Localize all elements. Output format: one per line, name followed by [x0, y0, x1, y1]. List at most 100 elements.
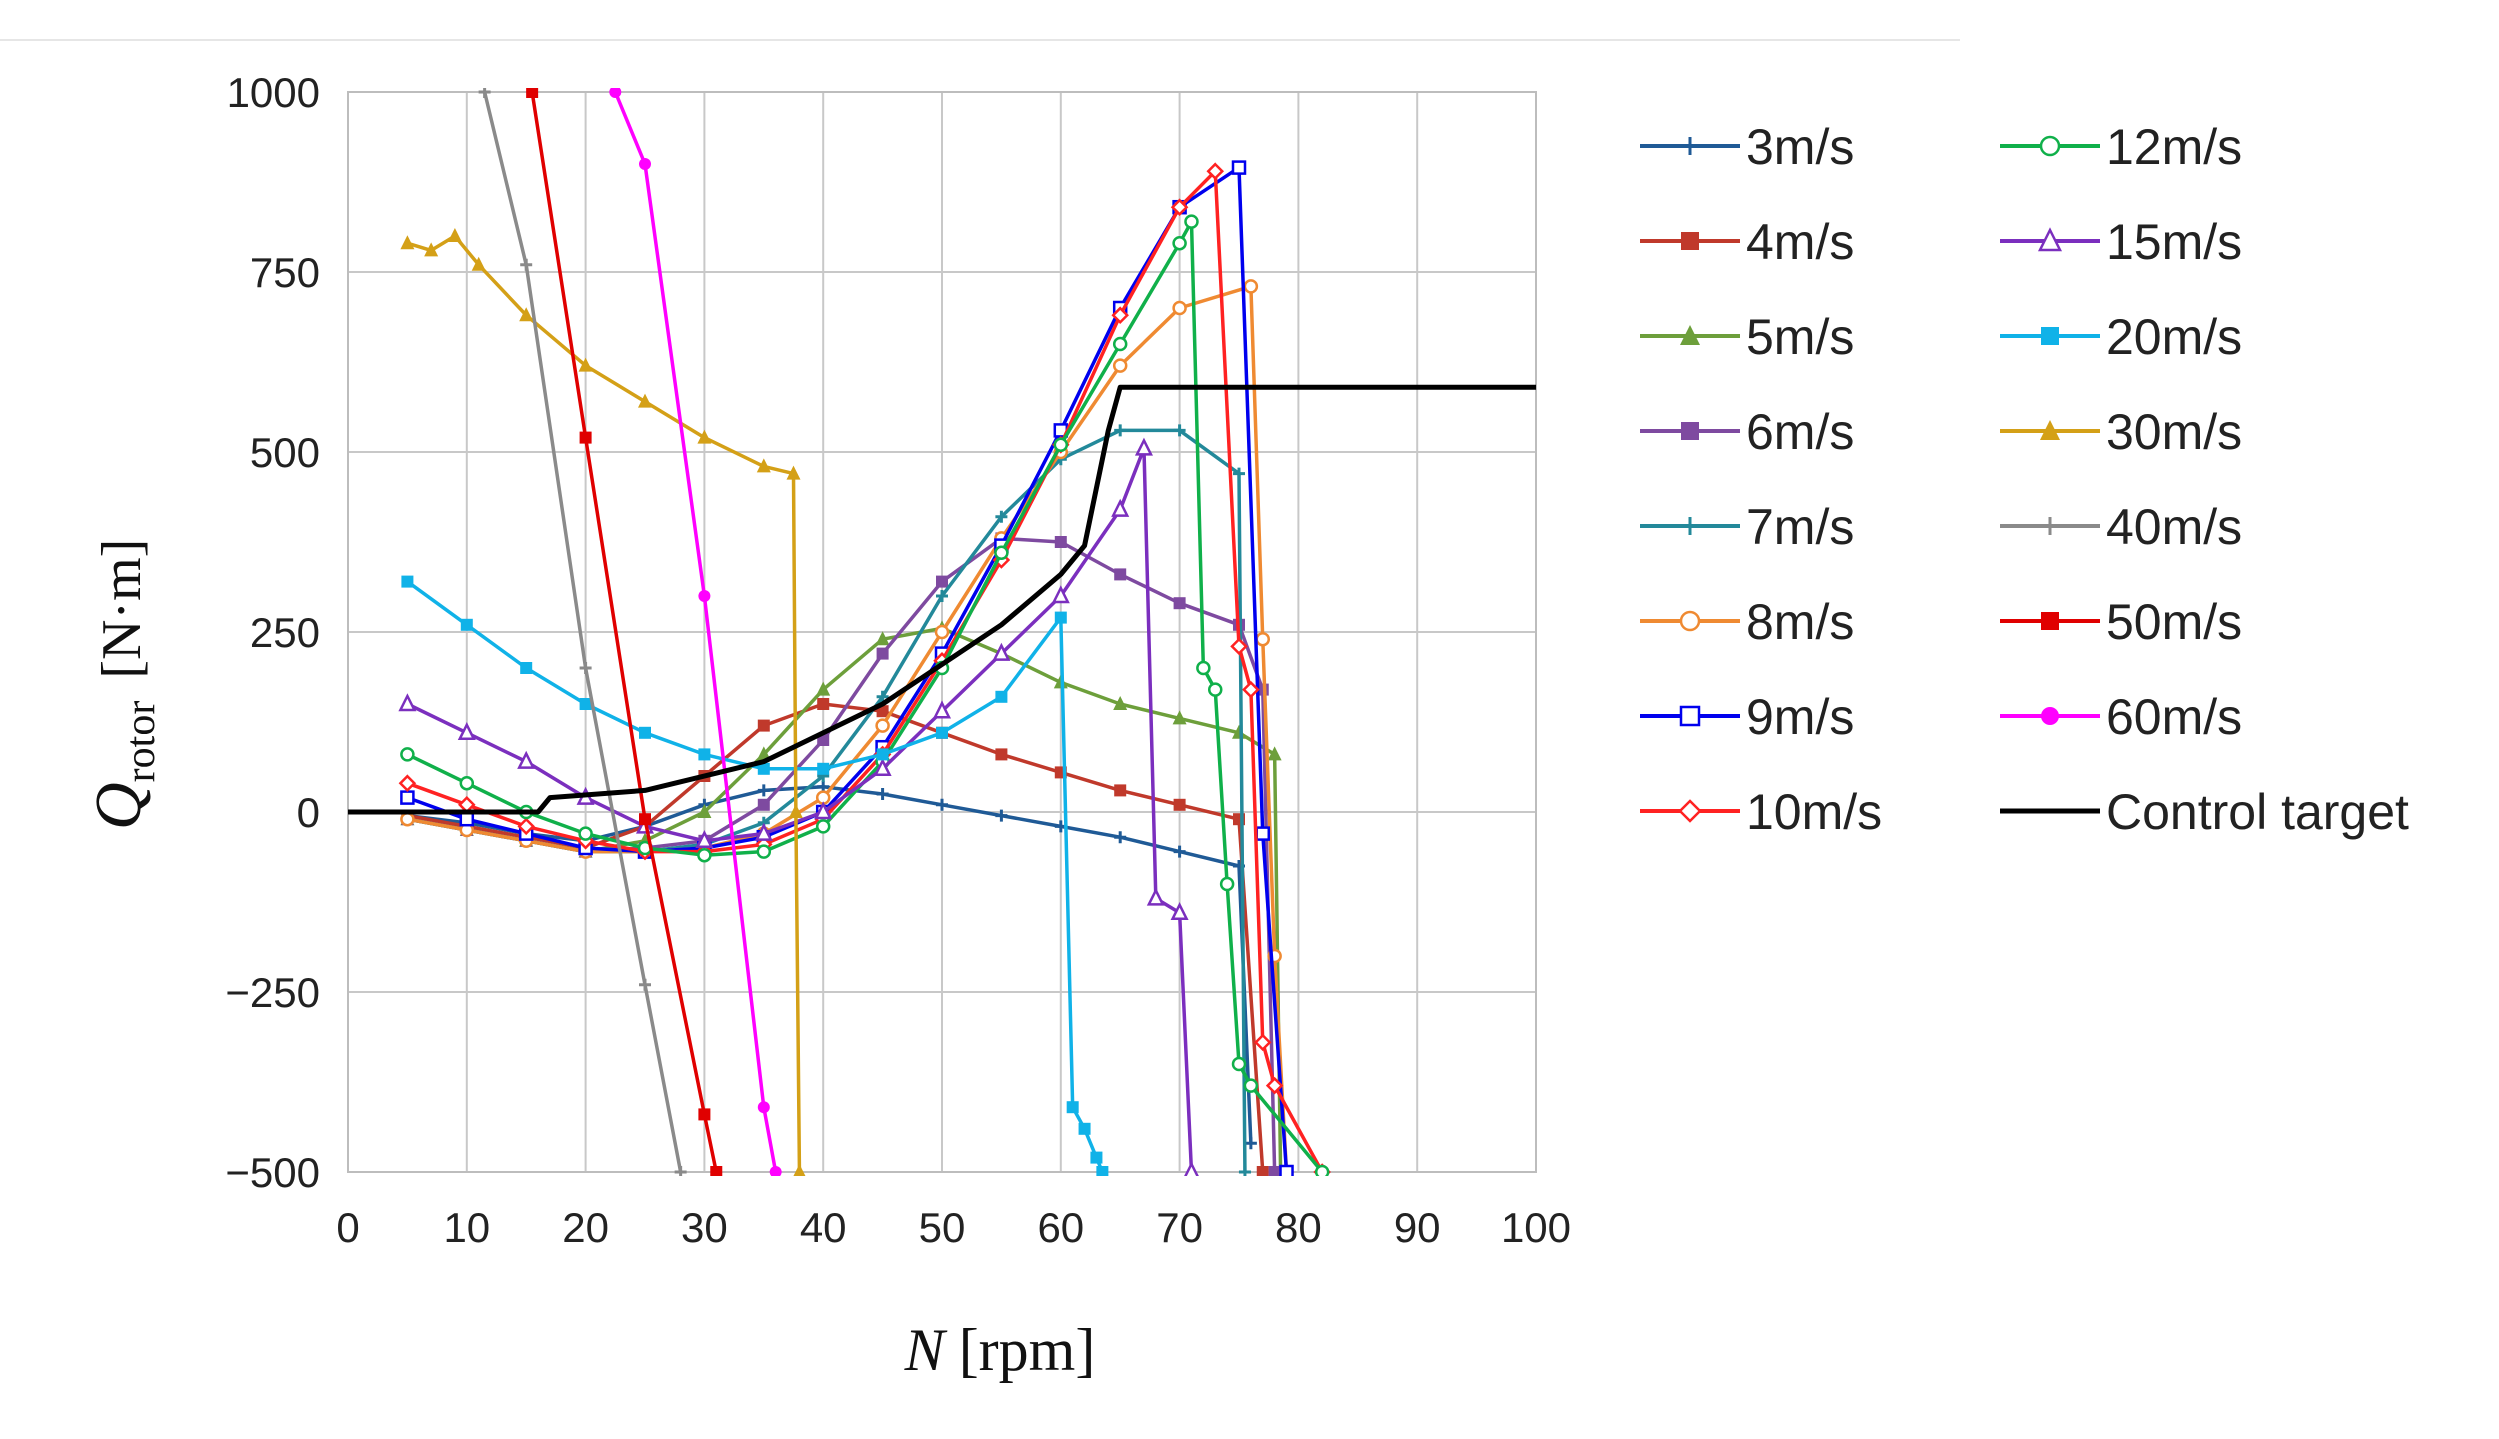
data-point	[400, 235, 415, 250]
legend-item: 10m/s	[1640, 784, 1882, 840]
x-tick-label: 20	[562, 1204, 609, 1251]
data-point	[1051, 585, 1070, 604]
data-point	[936, 798, 948, 811]
legend-swatch-marker	[1681, 517, 1699, 535]
data-point	[1256, 1166, 1269, 1176]
data-point	[579, 698, 592, 710]
legend-swatch-marker	[1681, 137, 1699, 155]
x-tick-label: 60	[1037, 1204, 1084, 1251]
series-line	[407, 702, 1265, 1173]
data-point	[459, 775, 475, 791]
x-tick-label: 40	[800, 1204, 847, 1251]
data-point	[459, 811, 475, 827]
x-tick-label: 70	[1156, 1204, 1203, 1251]
data-point	[1173, 845, 1186, 858]
plot-area	[348, 88, 1536, 1176]
x-tick-label: 0	[336, 1204, 359, 1251]
data-point	[1112, 358, 1128, 373]
data-point	[995, 510, 1008, 523]
data-point	[936, 590, 948, 602]
data-point	[519, 307, 534, 322]
data-point	[639, 726, 651, 739]
data-point	[398, 693, 417, 712]
x-tick-label: 80	[1275, 1204, 1322, 1251]
data-point	[478, 88, 491, 98]
data-point	[816, 681, 831, 696]
data-point	[769, 1166, 782, 1176]
data-point	[1184, 214, 1199, 229]
data-point	[817, 698, 830, 710]
legend-item: 60m/s	[2000, 689, 2242, 745]
data-point	[1255, 826, 1271, 841]
data-point	[460, 618, 473, 631]
data-point	[698, 1108, 711, 1121]
data-point	[457, 722, 476, 741]
data-point	[1053, 437, 1069, 453]
legend-item: 12m/s	[2000, 119, 2242, 175]
legend-label: Control target	[2106, 784, 2409, 840]
data-point	[609, 88, 622, 98]
data-point	[1173, 798, 1186, 811]
data-point	[1066, 1101, 1079, 1114]
data-point	[1172, 235, 1187, 251]
x-tick-label: 100	[1501, 1204, 1571, 1251]
data-point	[638, 393, 652, 408]
legend-swatch-marker	[2041, 517, 2059, 535]
series-line	[406, 580, 1104, 1173]
data-point	[1267, 746, 1282, 761]
data-point	[1096, 1166, 1109, 1176]
data-point	[757, 719, 770, 732]
legend-swatch-marker	[1681, 232, 1699, 250]
grid	[347, 91, 1537, 1173]
legend-label: 15m/s	[2106, 214, 2242, 270]
data-point	[1114, 831, 1127, 844]
data-point	[1279, 1164, 1294, 1176]
legend-swatch-marker	[2041, 707, 2059, 725]
series-30m-s	[400, 228, 806, 1176]
data-point	[695, 830, 714, 849]
data-point	[1244, 1137, 1257, 1150]
data-point	[873, 758, 892, 777]
data-point	[517, 817, 535, 836]
data-point	[932, 700, 952, 719]
data-point	[756, 844, 772, 859]
data-point	[1231, 1056, 1247, 1072]
series-20m-s	[401, 575, 1109, 1176]
y-axis-unit: [N·m]	[91, 539, 153, 679]
data-point	[936, 575, 948, 588]
data-point	[786, 465, 801, 480]
series-60m-s	[609, 88, 782, 1176]
data-point	[578, 826, 593, 841]
y-tick-label: −250	[225, 969, 320, 1016]
legend-label: 10m/s	[1746, 784, 1882, 840]
data-point	[1078, 1122, 1091, 1135]
data-point	[1172, 710, 1187, 725]
data-point	[995, 748, 1008, 761]
legend-item: 7m/s	[1640, 499, 1854, 555]
series-line	[407, 284, 1289, 1173]
legend-swatch-marker	[1681, 422, 1699, 440]
legend-swatch-marker	[1679, 610, 1701, 632]
data-point	[697, 847, 712, 863]
x-tick-label: 90	[1394, 1204, 1441, 1251]
y-tick-label: 1000	[227, 69, 320, 116]
data-point	[756, 458, 771, 473]
data-point	[1268, 1166, 1281, 1176]
data-point	[1113, 696, 1128, 710]
data-point	[1314, 1164, 1330, 1176]
data-point	[674, 1166, 687, 1176]
data-point	[1265, 1076, 1284, 1095]
legend-swatch-marker	[1679, 705, 1701, 727]
data-point	[1173, 597, 1186, 610]
legend-label: 6m/s	[1746, 404, 1854, 460]
data-point	[757, 1101, 770, 1114]
data-point	[754, 822, 773, 841]
legend-item: 6m/s	[1640, 404, 1854, 460]
data-point	[697, 804, 712, 818]
data-point	[1206, 162, 1225, 180]
legend-label: 40m/s	[2106, 499, 2242, 555]
data-point	[424, 242, 439, 257]
data-point	[876, 748, 889, 761]
data-point	[876, 788, 889, 800]
